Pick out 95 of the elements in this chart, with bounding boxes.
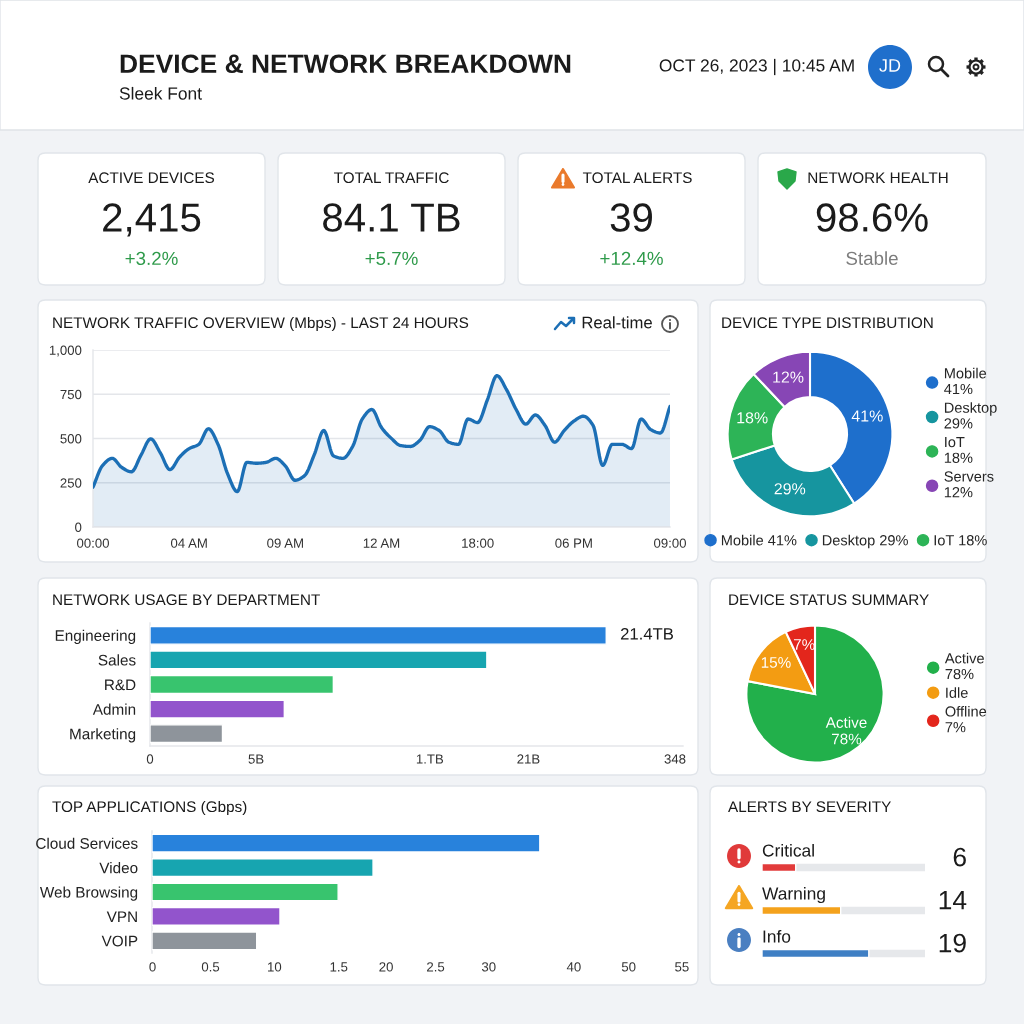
x-tick-label: 12 AM bbox=[363, 538, 400, 548]
text: Stable bbox=[846, 251, 898, 266]
text: OCT 26, 2023 | 10:45 AM bbox=[659, 58, 854, 76]
legend-label: Servers 12% bbox=[944, 471, 994, 498]
y-tick-label: 500 bbox=[60, 434, 82, 444]
text: 10 bbox=[268, 962, 282, 972]
bar bbox=[152, 833, 541, 853]
text: 39 bbox=[610, 203, 652, 232]
y-tick-label: 750 bbox=[60, 389, 82, 400]
text: Mobile 41% bbox=[721, 534, 797, 546]
data-label: 7% bbox=[793, 639, 815, 650]
text: 2,415 bbox=[103, 203, 201, 237]
text: Real-time bbox=[582, 316, 652, 329]
y-tick-label: R&D bbox=[105, 679, 136, 691]
data-label: 41% bbox=[851, 410, 883, 422]
y-tick-label: Sales bbox=[98, 654, 136, 666]
pie-slice bbox=[745, 624, 885, 764]
y-tick-label: 250 bbox=[60, 478, 82, 488]
bar bbox=[152, 931, 258, 951]
text: 348 bbox=[664, 754, 686, 764]
x-tick-label: 09:00 bbox=[654, 538, 686, 548]
text: +5.7% bbox=[365, 251, 418, 266]
text: TOTAL TRAFFIC bbox=[333, 172, 449, 184]
text: 1.5 bbox=[330, 962, 348, 972]
data-label: 6 bbox=[953, 847, 966, 867]
text: 40 bbox=[566, 962, 581, 972]
y-tick-label: 0 bbox=[75, 522, 82, 532]
text: 30 bbox=[481, 962, 496, 972]
chart-title: NETWORK USAGE BY DEPARTMENT bbox=[53, 594, 320, 606]
text: 0.5 bbox=[201, 962, 220, 972]
y-tick-label: Info bbox=[763, 929, 791, 943]
y-tick-label: VPN bbox=[106, 911, 137, 922]
text: 21B bbox=[517, 754, 540, 764]
y-tick-label: Web Browsing bbox=[39, 886, 138, 901]
y-tick-label: VOIP bbox=[101, 935, 138, 947]
chart-title: DEVICE TYPE DISTRIBUTION bbox=[722, 317, 933, 329]
text: NETWORK HEALTH bbox=[808, 172, 948, 184]
text: 98.6% bbox=[816, 203, 928, 232]
text: 0 bbox=[149, 962, 156, 972]
text: ACTIVE DEVICES bbox=[88, 172, 215, 184]
data-label: 14 bbox=[939, 891, 967, 910]
text: Sleek Font bbox=[119, 86, 202, 100]
bar bbox=[150, 724, 224, 744]
legend-label: Offline 7% bbox=[945, 705, 987, 733]
data-label: 19 bbox=[939, 933, 966, 953]
legend-label: Active 78% bbox=[944, 652, 984, 680]
text: 5B bbox=[248, 754, 264, 764]
data-label: Active 78% bbox=[825, 716, 867, 745]
y-tick-label: Engineering bbox=[55, 629, 136, 645]
chart-title: DEVICE STATUS SUMMARY bbox=[729, 594, 929, 606]
x-tick-label: 06 PM bbox=[555, 538, 592, 548]
text: +12.4% bbox=[600, 251, 663, 265]
text: 50 bbox=[621, 962, 636, 972]
text: TOTAL ALERTS bbox=[582, 172, 692, 184]
legend-label: Idle bbox=[946, 687, 968, 698]
bar bbox=[150, 674, 335, 695]
text: JD bbox=[879, 59, 901, 72]
bar bbox=[150, 625, 607, 645]
text: IoT 18% bbox=[934, 535, 987, 546]
text: 20 bbox=[379, 962, 393, 972]
text: 1.TB bbox=[416, 754, 444, 764]
text: DEVICE & NETWORK BREAKDOWN bbox=[120, 54, 571, 74]
legend-label: Desktop 29% bbox=[944, 402, 997, 429]
text: 55 bbox=[675, 962, 689, 972]
y-tick-label: Warning bbox=[762, 886, 825, 904]
y-tick-label: 1,000 bbox=[49, 345, 82, 357]
y-tick-label: Marketing bbox=[70, 728, 136, 743]
x-tick-label: 00:00 bbox=[77, 538, 109, 548]
legend-label: Mobile 41% bbox=[944, 367, 987, 395]
data-label: 15% bbox=[761, 657, 791, 668]
text: 84.1 TB bbox=[323, 203, 460, 232]
bar bbox=[150, 650, 488, 670]
text: +3.2% bbox=[125, 251, 178, 266]
legend-label: IoT 18% bbox=[944, 437, 973, 463]
data-label: 18% bbox=[737, 412, 768, 424]
data-label: 21.4TB bbox=[620, 627, 673, 640]
x-tick-label: 09 AM bbox=[267, 538, 303, 548]
chart-title: ALERTS BY SEVERITY bbox=[728, 801, 891, 813]
y-tick-label: Critical bbox=[762, 843, 814, 857]
y-tick-label: Admin bbox=[92, 703, 136, 715]
chart-title: NETWORK TRAFFIC OVERVIEW (Mbps) - LAST 24 HOURS bbox=[53, 316, 469, 332]
bar bbox=[152, 882, 339, 902]
chart-title: TOP APPLICATIONS (Gbps) bbox=[52, 800, 247, 816]
x-tick-label: 18:00 bbox=[462, 538, 494, 548]
bar bbox=[152, 858, 374, 878]
bar bbox=[152, 906, 281, 926]
y-tick-label: Cloud Services bbox=[36, 837, 138, 849]
text: 2.5 bbox=[427, 962, 445, 972]
y-tick-label: Video bbox=[99, 862, 138, 874]
data-label: 29% bbox=[774, 483, 806, 495]
x-tick-label: 04 AM bbox=[170, 538, 207, 548]
bar bbox=[150, 699, 286, 719]
data-label: 12% bbox=[773, 371, 804, 383]
text: Desktop 29% bbox=[822, 534, 908, 549]
text: 0 bbox=[146, 754, 154, 764]
